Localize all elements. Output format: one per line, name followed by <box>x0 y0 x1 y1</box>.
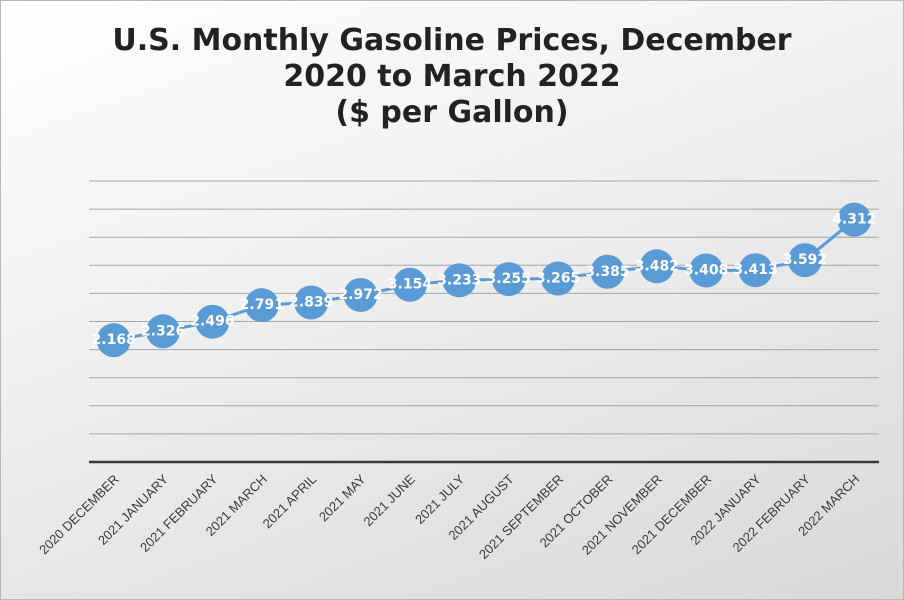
data-label: 2.496 <box>190 314 234 330</box>
data-label: 2.839 <box>289 294 333 310</box>
data-point <box>689 253 724 288</box>
data-point <box>343 277 378 312</box>
data-point <box>837 202 872 237</box>
data-label: 3.255 <box>487 271 531 287</box>
data-point <box>244 288 279 323</box>
data-point <box>96 323 131 358</box>
series-gas-price <box>96 202 872 358</box>
data-label: 2.791 <box>240 297 284 313</box>
data-label: 2.168 <box>92 332 136 348</box>
data-point <box>146 314 181 349</box>
data-label: 3.265 <box>536 271 580 287</box>
data-label: 3.408 <box>684 262 728 278</box>
data-point <box>294 285 329 320</box>
data-label: 3.482 <box>635 258 679 274</box>
series-line <box>113 218 856 342</box>
data-point <box>541 261 576 296</box>
data-point <box>590 254 625 289</box>
data-point <box>639 249 674 284</box>
data-label: 3.154 <box>388 277 433 293</box>
x-tick-label: 2021 JUNE <box>360 471 418 529</box>
x-tick-label: 2021 MAY <box>316 471 369 524</box>
chart-title-line: U.S. Monthly Gasoline Prices, December <box>112 23 792 58</box>
chart-title-line: 2020 to March 2022 <box>283 59 621 94</box>
data-label: 2.972 <box>338 287 382 303</box>
data-point <box>442 263 477 298</box>
chart-title-line: ($ per Gallon) <box>335 95 569 130</box>
x-tick-label: 2021 SEPTEMBER <box>476 472 566 562</box>
data-label: 3.233 <box>437 272 481 288</box>
gridlines <box>89 180 879 435</box>
data-point <box>491 262 526 297</box>
data-label: 3.385 <box>585 264 629 280</box>
x-tick-label: 2021 APRIL <box>260 472 320 532</box>
data-point <box>738 253 773 288</box>
x-tick-label: 2020 DECEMBER <box>36 472 122 558</box>
chart-title: U.S. Monthly Gasoline Prices, December 2… <box>1 23 903 131</box>
data-labels: 2.168 2.326 2.496 2.791 2.839 2.972 3.154 3.233… <box>92 212 877 348</box>
data-point <box>195 304 230 339</box>
data-label: 3.592 <box>783 252 827 268</box>
data-point <box>392 267 427 302</box>
data-label: 2.326 <box>141 323 185 339</box>
data-point <box>787 243 822 278</box>
data-label: 4.312 <box>832 212 876 228</box>
data-label: 3.413 <box>733 262 777 278</box>
